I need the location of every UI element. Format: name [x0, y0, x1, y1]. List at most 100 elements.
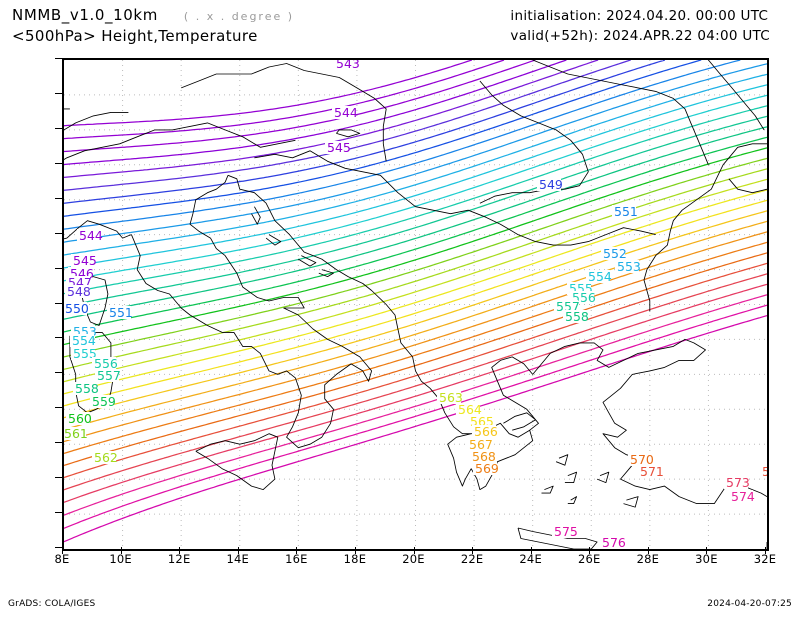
contour-line	[64, 60, 536, 153]
contour-label-backdrop	[628, 453, 652, 466]
coastline	[503, 412, 537, 431]
contour-label-backdrop	[467, 438, 491, 451]
contour-line	[64, 294, 767, 516]
contour-map-svg: 5435445455445455465475485495505515515525…	[64, 60, 767, 549]
contour-line	[64, 115, 767, 308]
contour-label-backdrop	[586, 270, 610, 283]
x-tick-label: 14E	[226, 552, 249, 566]
contour-value-label: 561	[64, 426, 88, 441]
coastline	[602, 339, 767, 505]
contour-line	[64, 136, 767, 333]
contour-line	[64, 147, 767, 346]
contour-value-label: 555	[73, 346, 97, 361]
coastline	[265, 234, 282, 246]
header-left-block: NMMB_v1.0_10km ( . x . degree ) <500hPa> …	[12, 4, 442, 46]
contour-label-backdrop	[537, 178, 561, 191]
x-tick-label: 24E	[519, 552, 542, 566]
x-tick-label: 8E	[54, 552, 70, 566]
contour-value-label: 567	[469, 437, 493, 452]
contour-value-label: 545	[327, 140, 351, 155]
contour-line	[64, 231, 767, 443]
coastline	[64, 122, 296, 161]
y-tick-mark	[55, 442, 62, 444]
contour-label-backdrop	[638, 465, 662, 478]
contour-label-backdrop	[612, 205, 636, 218]
contour-label-backdrop	[468, 415, 492, 428]
coastline	[567, 496, 578, 505]
contour-label-backdrop	[437, 391, 461, 404]
contour-line	[64, 73, 767, 256]
contour-line	[64, 105, 767, 295]
contour-value-label: 543	[336, 60, 360, 71]
contour-label-backdrop	[729, 490, 753, 503]
contour-value-label: 568	[472, 449, 496, 464]
contour-label-backdrop	[66, 412, 90, 425]
contour-label-backdrop	[332, 106, 356, 119]
contour-value-label: 569	[475, 461, 499, 476]
y-tick-mark	[55, 477, 62, 479]
contour-line	[64, 60, 666, 204]
model-title-line: NMMB_v1.0_10km ( . x . degree )	[12, 4, 442, 25]
contour-line	[64, 189, 767, 395]
contour-label-backdrop	[65, 285, 89, 298]
valid-time-label: valid(+52h): 2024.APR.22 04:00 UTC	[510, 28, 770, 44]
contour-value-label: 557	[97, 368, 121, 383]
level-field-label: <500hPa> Height,Temperature	[12, 27, 258, 45]
contour-label-backdrop	[90, 395, 114, 408]
contour-line	[64, 220, 767, 431]
x-tick-mark	[120, 547, 122, 554]
x-tick-label: 22E	[460, 552, 484, 566]
contour-line	[64, 60, 631, 191]
y-tick-mark	[55, 407, 62, 409]
y-tick-mark	[55, 547, 62, 548]
contour-label-backdrop	[601, 247, 625, 260]
contour-label-backdrop	[77, 229, 101, 242]
x-tick-label: 10E	[109, 552, 132, 566]
contour-value-label: 551	[109, 305, 133, 320]
contour-value-label: 550	[65, 301, 89, 316]
coastline	[541, 485, 554, 494]
x-tick-mark	[179, 547, 181, 554]
y-tick-mark	[55, 337, 62, 339]
y-tick-mark	[55, 372, 62, 374]
x-tick-label: 18E	[343, 552, 367, 566]
contour-label-backdrop	[563, 310, 587, 323]
model-name-label: NMMB_v1.0_10km	[12, 6, 158, 24]
x-tick-label: 28E	[636, 552, 660, 566]
map-plot-frame: 543 544 545 544 545 546 547 548 549 550 551 551 552 5…	[62, 58, 769, 551]
y-tick-mark	[55, 302, 62, 304]
coastline	[64, 108, 70, 110]
contour-label-backdrop	[600, 536, 624, 549]
coastline	[623, 496, 639, 508]
map-plot-area: 543 544 545 544 545 546 547 548 549 550 551 551 552 5…	[64, 60, 767, 549]
y-tick-mark	[55, 197, 62, 199]
coastline	[596, 471, 610, 484]
contour-line	[64, 63, 767, 243]
contour-value-label: 560	[68, 411, 92, 426]
x-tick-mark	[647, 547, 649, 554]
contour-value-label: 544	[334, 105, 358, 120]
coastline	[429, 388, 534, 491]
render-timestamp-label: 2024-04-20-07:25	[707, 599, 792, 609]
contour-label-backdrop	[615, 260, 639, 273]
coastline	[491, 339, 686, 431]
initialisation-label: initialisation: 2024.04.20. 00:00 UTC	[510, 8, 769, 24]
contour-value-label: 563	[439, 390, 463, 405]
contour-value-label: 551	[614, 204, 638, 219]
contour-label-backdrop	[107, 306, 131, 319]
coastline	[532, 60, 709, 165]
contour-value-label: 545	[73, 253, 97, 268]
contour-line	[64, 262, 767, 479]
contour-value-label: 574	[731, 489, 755, 504]
contour-label-backdrop	[70, 334, 94, 347]
x-tick-mark	[237, 547, 239, 554]
contour-value-label: 564	[458, 402, 482, 417]
contour-line	[64, 241, 767, 454]
coastline	[336, 129, 361, 138]
coastline	[254, 150, 656, 246]
coastline	[64, 111, 129, 131]
y-tick-mark	[55, 58, 62, 59]
contour-label-backdrop	[64, 302, 87, 315]
domain-note-label: ( . x . degree )	[183, 10, 295, 23]
contour-line	[64, 60, 599, 179]
